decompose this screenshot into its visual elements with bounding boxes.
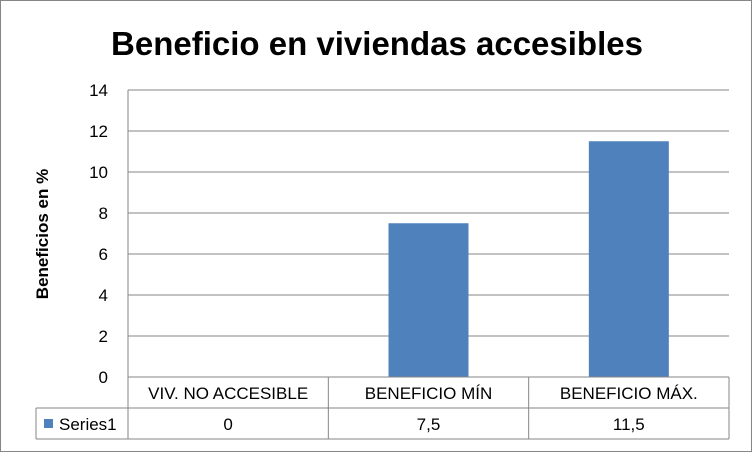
chart-title: Beneficio en viviendas accesibles bbox=[111, 25, 643, 62]
y-tick-label: 12 bbox=[89, 122, 108, 141]
y-tick-label: 0 bbox=[99, 368, 108, 387]
data-value-label: 0 bbox=[223, 415, 232, 434]
data-value-label: 7,5 bbox=[417, 415, 441, 434]
y-axis-label: Beneficios en % bbox=[33, 169, 52, 299]
bars bbox=[388, 141, 669, 377]
y-tick-label: 14 bbox=[89, 81, 108, 100]
y-tick-label: 6 bbox=[99, 245, 108, 264]
legend-series-name: Series1 bbox=[59, 415, 117, 434]
category-label: BENEFICIO MÁX. bbox=[560, 384, 698, 403]
y-tick-label: 8 bbox=[99, 204, 108, 223]
legend-key bbox=[44, 419, 53, 428]
data-value-label: 11,5 bbox=[613, 415, 645, 434]
y-tick-label: 10 bbox=[89, 163, 108, 182]
bar bbox=[388, 223, 469, 377]
data-table: VIV. NO ACCESIBLE BENEFICIO MÍN BENEFICIO … bbox=[35, 376, 730, 440]
y-tick-label: 2 bbox=[99, 327, 108, 346]
y-tick-label: 4 bbox=[99, 286, 108, 305]
category-label: BENEFICIO MÍN bbox=[365, 384, 493, 403]
bar bbox=[588, 141, 669, 377]
y-axis-ticks: 0 2 4 6 8 10 12 14 bbox=[89, 81, 108, 387]
category-label: VIV. NO ACCESIBLE bbox=[148, 384, 308, 403]
